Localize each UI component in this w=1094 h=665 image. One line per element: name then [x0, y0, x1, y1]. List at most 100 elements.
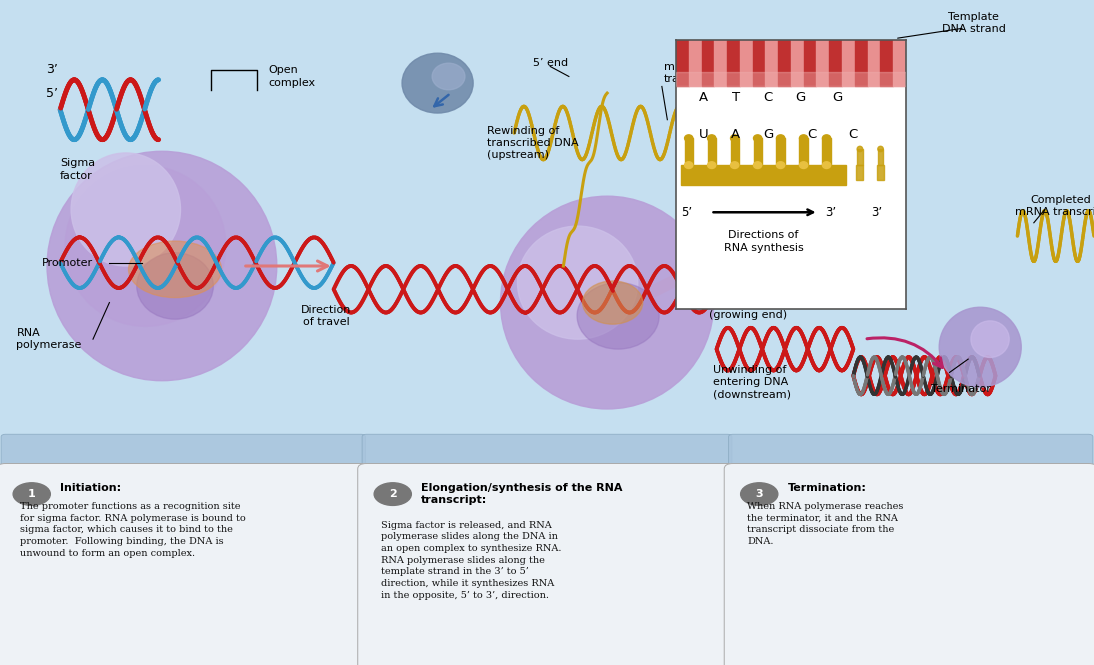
Bar — [823, 138, 830, 165]
Text: 3’: 3’ — [825, 205, 837, 219]
FancyBboxPatch shape — [724, 464, 1094, 665]
Ellipse shape — [583, 281, 643, 324]
Ellipse shape — [432, 63, 465, 90]
Ellipse shape — [517, 226, 638, 339]
Circle shape — [13, 483, 50, 505]
Ellipse shape — [777, 135, 784, 142]
Text: 3’: 3’ — [46, 63, 58, 76]
Ellipse shape — [685, 162, 693, 168]
Ellipse shape — [857, 146, 863, 152]
Text: Template
DNA strand: Template DNA strand — [942, 12, 1005, 35]
Text: A: A — [699, 91, 708, 104]
Text: RNA
polymerase: RNA polymerase — [16, 328, 82, 350]
Ellipse shape — [939, 307, 1022, 387]
Text: 1: 1 — [27, 489, 36, 499]
Bar — [881, 40, 893, 86]
Text: 5’: 5’ — [680, 205, 691, 219]
Text: The promoter functions as a recognition site
for sigma factor. RNA polymerase is: The promoter functions as a recognition … — [20, 502, 245, 558]
Bar — [857, 149, 863, 165]
Text: U: U — [699, 128, 709, 141]
Ellipse shape — [578, 283, 659, 349]
Bar — [766, 40, 778, 86]
Bar — [689, 40, 701, 86]
Bar — [804, 40, 816, 86]
Text: T: T — [732, 91, 740, 104]
Ellipse shape — [137, 253, 213, 319]
Bar — [680, 165, 846, 186]
FancyBboxPatch shape — [1, 434, 365, 471]
Circle shape — [374, 483, 411, 505]
Ellipse shape — [971, 321, 1009, 358]
Bar — [728, 40, 740, 86]
Text: Initiation:: Initiation: — [60, 483, 121, 493]
Ellipse shape — [731, 135, 738, 142]
Bar — [676, 40, 689, 86]
Bar — [708, 138, 715, 165]
Text: When RNA polymerase reaches
the terminator, it and the RNA
transcript dissociate: When RNA polymerase reaches the terminat… — [747, 502, 904, 546]
Text: G: G — [763, 128, 773, 141]
Ellipse shape — [800, 162, 807, 168]
Ellipse shape — [823, 162, 830, 168]
Text: Sigma
factor: Sigma factor — [60, 158, 95, 181]
Ellipse shape — [777, 162, 784, 168]
Text: 3: 3 — [756, 489, 763, 499]
Text: Rewinding of
transcribed DNA
(upstream): Rewinding of transcribed DNA (upstream) — [487, 126, 579, 160]
Bar — [877, 149, 883, 165]
Ellipse shape — [685, 135, 693, 142]
Text: 2: 2 — [388, 489, 397, 499]
Text: G: G — [831, 91, 842, 104]
Circle shape — [741, 483, 778, 505]
Bar — [778, 40, 791, 86]
Bar — [740, 40, 753, 86]
Bar — [777, 138, 784, 165]
Text: C: C — [848, 128, 858, 141]
Ellipse shape — [800, 135, 807, 142]
Ellipse shape — [731, 162, 738, 168]
Bar — [685, 138, 693, 165]
Bar — [893, 40, 906, 86]
FancyBboxPatch shape — [729, 434, 1093, 471]
Bar — [800, 138, 807, 165]
Text: 5’: 5’ — [46, 86, 58, 100]
Ellipse shape — [877, 146, 883, 152]
Ellipse shape — [708, 162, 715, 168]
Bar — [857, 165, 863, 180]
Bar — [754, 138, 761, 165]
Ellipse shape — [71, 153, 181, 266]
Bar — [753, 40, 766, 86]
Text: 3’ end
(growing end): 3’ end (growing end) — [709, 298, 787, 321]
Bar — [829, 40, 842, 86]
Text: Completed
mRNA transcript: Completed mRNA transcript — [1015, 195, 1094, 217]
Bar — [714, 40, 728, 86]
Ellipse shape — [823, 135, 830, 142]
Text: Unwinding of
entering DNA
(downstream): Unwinding of entering DNA (downstream) — [713, 365, 791, 400]
Ellipse shape — [47, 152, 277, 380]
Text: Open
complex: Open complex — [268, 65, 315, 88]
Bar — [868, 40, 881, 86]
Ellipse shape — [754, 135, 761, 142]
Ellipse shape — [403, 53, 474, 113]
Ellipse shape — [754, 162, 761, 168]
FancyBboxPatch shape — [0, 464, 370, 665]
Text: Promoter: Promoter — [42, 257, 93, 268]
Text: Direction
of travel: Direction of travel — [301, 305, 351, 327]
Text: Terminator: Terminator — [931, 384, 990, 394]
Text: G: G — [795, 91, 805, 104]
Bar — [791, 40, 804, 86]
Text: 3’: 3’ — [871, 205, 883, 219]
Bar — [731, 138, 738, 165]
Ellipse shape — [66, 166, 226, 327]
Text: C: C — [764, 91, 772, 104]
Text: Elongation/synthesis of the RNA
transcript:: Elongation/synthesis of the RNA transcri… — [421, 483, 622, 505]
Bar — [676, 72, 906, 86]
Bar — [877, 165, 884, 180]
Ellipse shape — [501, 196, 714, 409]
Ellipse shape — [128, 241, 221, 298]
Text: Sigma factor is released, and RNA
polymerase slides along the DNA in
an open com: Sigma factor is released, and RNA polyme… — [381, 521, 561, 600]
Text: 5’ end: 5’ end — [533, 58, 568, 68]
Text: A: A — [731, 128, 741, 141]
FancyBboxPatch shape — [362, 434, 732, 471]
Bar — [842, 40, 854, 86]
Text: C: C — [807, 128, 816, 141]
Ellipse shape — [708, 135, 715, 142]
